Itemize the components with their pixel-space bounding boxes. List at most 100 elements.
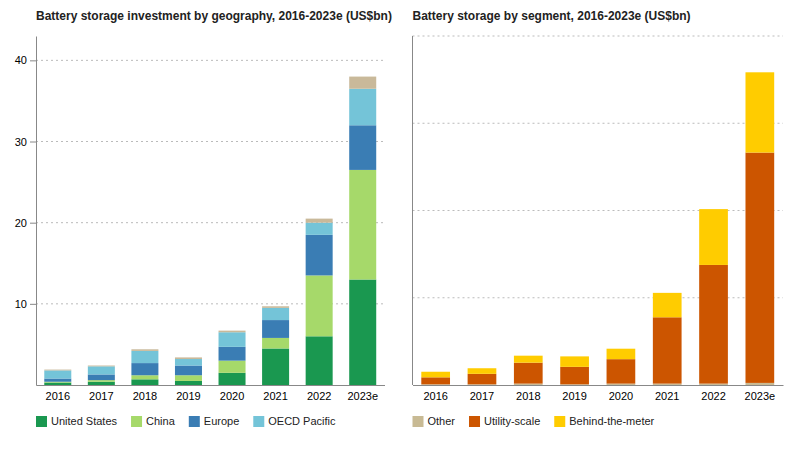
y-axis-line (412, 36, 413, 385)
bar-segment (745, 72, 774, 152)
bar-segment (88, 366, 115, 374)
legend: United States China Europe OECD Pacific (36, 415, 336, 427)
x-axis: 2016 2017 2018 2019 2020 2021 2022 2023e (413, 386, 784, 402)
bar-segment (175, 381, 202, 385)
y-axis: 10 20 30 40 (15, 37, 37, 386)
legend-label: Europe (204, 415, 239, 427)
legend-item: Utility-scale (469, 415, 540, 427)
grid-line (36, 141, 385, 142)
legend-label: Other (428, 415, 456, 427)
x-tick-label: 2019 (562, 390, 586, 402)
bar-segment (175, 375, 202, 381)
grid-line (413, 36, 784, 37)
x-tick: 2019 (562, 390, 586, 402)
bar-segment (306, 275, 333, 336)
grid-line (36, 60, 385, 61)
bar-segment (219, 361, 246, 373)
legend-label: China (146, 415, 176, 427)
y-tick-label: 40 (15, 54, 27, 66)
x-tick-label: 2018 (133, 390, 157, 402)
legend-swatch (554, 416, 565, 427)
y-tick-mark (30, 60, 36, 61)
x-tick-label: 2023e (347, 390, 378, 402)
bars (44, 77, 376, 385)
bar-segment (349, 77, 376, 89)
y-tick-mark (30, 304, 36, 305)
bar-segment (88, 380, 115, 382)
x-tick: 2018 (516, 390, 540, 402)
legend-label: OECD Pacific (268, 415, 336, 427)
bar-segment (699, 209, 728, 265)
bar-segment (607, 349, 636, 359)
x-tick: 2018 (133, 390, 157, 402)
x-axis: 20162017201820192020202120222023e (37, 386, 386, 402)
panel: 20162017201820192020202120222023e1020304… (15, 37, 385, 402)
bar-segment (560, 356, 589, 366)
x-tick-label: 2018 (516, 390, 540, 402)
legend-swatch (189, 416, 200, 427)
bar-segment (219, 373, 246, 385)
bar-segment (175, 357, 202, 359)
y-tick-mark (30, 142, 36, 143)
bar-segment (421, 377, 450, 384)
x-tick-label: 2020 (220, 390, 244, 402)
legend-swatch (36, 416, 47, 427)
bar-segment (349, 170, 376, 280)
bar-segment (607, 384, 636, 385)
bar-segment (349, 125, 376, 170)
bar-segment (306, 219, 333, 223)
bar-segment (131, 351, 158, 363)
bar-segment (175, 366, 202, 376)
x-tick: 2017 (470, 390, 494, 402)
x-tick: 2021 (655, 390, 679, 402)
y-tick: 40 (15, 54, 36, 66)
legend-item: United States (36, 415, 118, 427)
bar-segment (88, 374, 115, 380)
legend-swatch (469, 416, 480, 427)
bar-segment (653, 384, 682, 385)
bar-segment (514, 356, 543, 363)
bar-segment (262, 338, 289, 349)
bars (421, 72, 774, 385)
legend-item: Europe (189, 415, 239, 427)
chart-title: Battery storage by segment, 2016-2023e (… (413, 9, 691, 23)
y-tick: 20 (15, 217, 36, 229)
bar-segment (262, 308, 289, 320)
bar-segment (88, 382, 115, 385)
legend-label: Behind-the-meter (569, 415, 654, 427)
x-tick: 2022 (701, 390, 725, 402)
bar-segment (175, 359, 202, 365)
x-tick-label: 2017 (470, 390, 494, 402)
x-axis-line (37, 385, 386, 386)
y-tick-label: 20 (15, 217, 27, 229)
grid (413, 36, 784, 298)
bar-segment (131, 375, 158, 379)
bar-segment (468, 374, 497, 384)
bar-segment (131, 379, 158, 385)
bar-segment (745, 383, 774, 385)
bar-segment (306, 235, 333, 276)
x-tick-label: 2019 (176, 390, 200, 402)
bar-segment (653, 293, 682, 317)
legend-swatch (131, 416, 142, 427)
x-tick-label: 2023e (745, 390, 776, 402)
x-tick-label: 2020 (609, 390, 633, 402)
bar-segment (421, 372, 450, 378)
bar-segment (306, 336, 333, 385)
y-axis-line (36, 37, 37, 386)
bar-segment (219, 331, 246, 333)
bar-segment (349, 89, 376, 126)
legend-item: Behind-the-meter (554, 415, 654, 427)
bar-segment (468, 368, 497, 374)
y-tick: 10 (15, 298, 36, 310)
bar-segment (699, 384, 728, 385)
legend: Other Utility-scale Behind-the-meter (413, 415, 655, 427)
bar-segment (44, 370, 71, 378)
y-tick-label: 30 (15, 136, 27, 148)
bar-segment (262, 306, 289, 308)
x-tick-label: 2016 (423, 390, 447, 402)
x-tick: 2017 (89, 390, 113, 402)
grid (36, 60, 385, 303)
legend-label: Utility-scale (484, 415, 540, 427)
bar-segment (44, 369, 71, 371)
